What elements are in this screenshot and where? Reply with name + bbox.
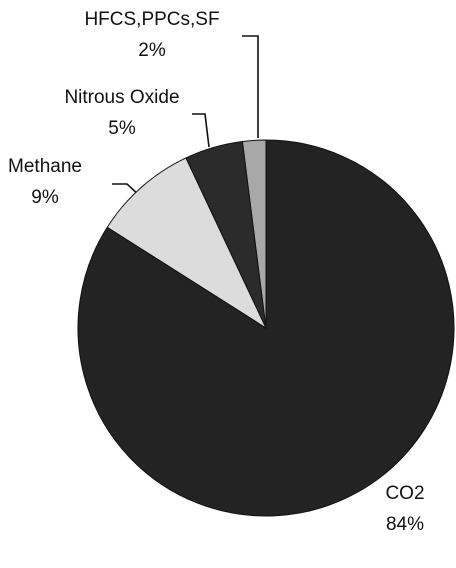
slice-label: CO2 [385, 483, 424, 504]
pie-slice [241, 139, 267, 329]
slice-label: Methane [8, 156, 82, 177]
slice-label: Nitrous Oxide [64, 87, 179, 108]
slice-value-label: 9% [31, 187, 59, 208]
slice-value-label: 5% [108, 118, 136, 139]
leader-line [192, 113, 210, 148]
leader-line [242, 35, 259, 138]
slice-value-label: 2% [138, 40, 166, 61]
slice-value-label: 84% [386, 514, 424, 535]
slice-label: HFCS,PPCs,SF [84, 9, 219, 30]
pie-slice [106, 157, 268, 330]
